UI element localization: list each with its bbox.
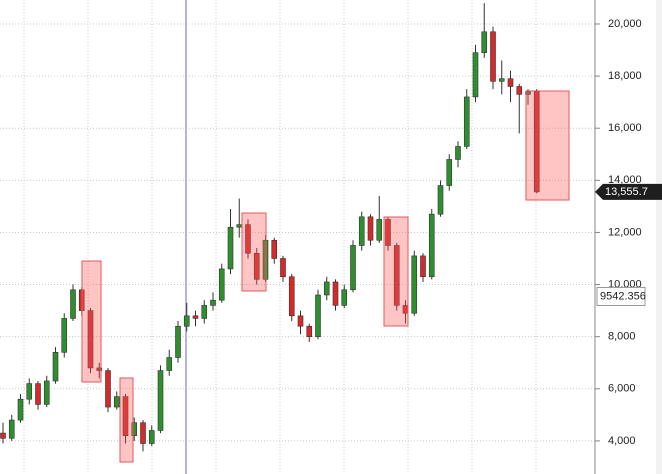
candle-body xyxy=(96,367,103,371)
candle-body xyxy=(533,91,540,193)
last-price-marker xyxy=(595,183,662,200)
candle-body xyxy=(245,224,251,254)
candle-body xyxy=(455,146,461,160)
y-tick-label: 4,000 xyxy=(608,435,636,447)
highlight-box xyxy=(383,216,409,327)
candle-body xyxy=(192,315,199,319)
candle-body xyxy=(411,255,418,314)
candle-body xyxy=(332,281,339,306)
candle-body xyxy=(113,396,120,408)
candle-body xyxy=(516,86,523,95)
highlight-boxes xyxy=(81,90,570,463)
candle-body xyxy=(201,305,208,319)
cursor-price-label: 9542.356 xyxy=(600,290,646,302)
candle-body xyxy=(350,245,356,291)
highlight-box xyxy=(525,90,570,201)
candle-body xyxy=(288,276,295,317)
candle-body xyxy=(463,96,470,147)
candle-body xyxy=(105,370,111,408)
candle-body xyxy=(140,422,146,444)
candle-body xyxy=(175,325,181,358)
side-panel xyxy=(656,0,662,474)
candle-body xyxy=(218,268,225,301)
candle-body xyxy=(358,216,365,246)
candle-body xyxy=(490,31,496,82)
candle-body xyxy=(385,219,391,246)
candle-body xyxy=(210,299,216,306)
candle-body xyxy=(271,239,278,259)
candle-body xyxy=(183,315,190,327)
candles xyxy=(0,3,540,452)
candle-body xyxy=(8,419,15,439)
candle-body xyxy=(61,318,68,353)
candle-body xyxy=(26,383,33,400)
candle-body xyxy=(446,159,453,186)
y-tick-label: 6,000 xyxy=(608,383,636,395)
candle-body xyxy=(367,216,374,241)
candle-body xyxy=(253,252,260,280)
candle-body xyxy=(17,398,24,421)
candle-body xyxy=(420,255,426,278)
candle-body xyxy=(87,310,94,369)
y-tick-label: 8,000 xyxy=(608,331,636,343)
candle-body xyxy=(428,213,435,278)
y-tick-label: 16,000 xyxy=(608,122,642,134)
candle-body xyxy=(481,31,488,53)
y-tick-label: 12,000 xyxy=(608,226,642,238)
candle-body xyxy=(70,289,76,319)
candle-body xyxy=(323,281,330,296)
candle-body xyxy=(437,185,444,215)
y-tick-label: 18,000 xyxy=(608,70,642,82)
horizontal-grid xyxy=(0,23,595,442)
highlight-box xyxy=(241,212,267,292)
y-tick-label: 20,000 xyxy=(608,18,642,30)
y-tick-label: 14,000 xyxy=(608,174,642,186)
candle-body xyxy=(0,432,6,439)
candle-body xyxy=(376,219,383,241)
candle-body xyxy=(157,370,164,431)
candle-body xyxy=(43,380,50,405)
candle-body xyxy=(472,52,479,98)
candle-body xyxy=(341,289,348,306)
candle-body xyxy=(306,325,313,337)
candle-body xyxy=(166,357,173,371)
candle-body xyxy=(393,245,400,306)
candle-body xyxy=(236,224,243,228)
candle-body xyxy=(507,78,514,87)
y-axis: 4,0006,0008,00010,00012,00014,00016,0001… xyxy=(595,18,662,447)
candle-body xyxy=(280,258,286,278)
highlight-box xyxy=(119,377,134,463)
candle-body xyxy=(315,294,321,337)
highlight-box xyxy=(81,260,102,383)
last-price-label: 13,555.7 xyxy=(605,186,648,198)
candle-body xyxy=(498,78,505,82)
candle-body xyxy=(35,383,41,405)
cursor-price-marker xyxy=(596,286,646,306)
candle-body xyxy=(52,352,59,382)
candle-body xyxy=(122,396,129,436)
candle-body xyxy=(227,226,234,270)
candle-body xyxy=(131,422,138,436)
candle-body xyxy=(297,315,304,327)
candle-body xyxy=(148,430,155,444)
